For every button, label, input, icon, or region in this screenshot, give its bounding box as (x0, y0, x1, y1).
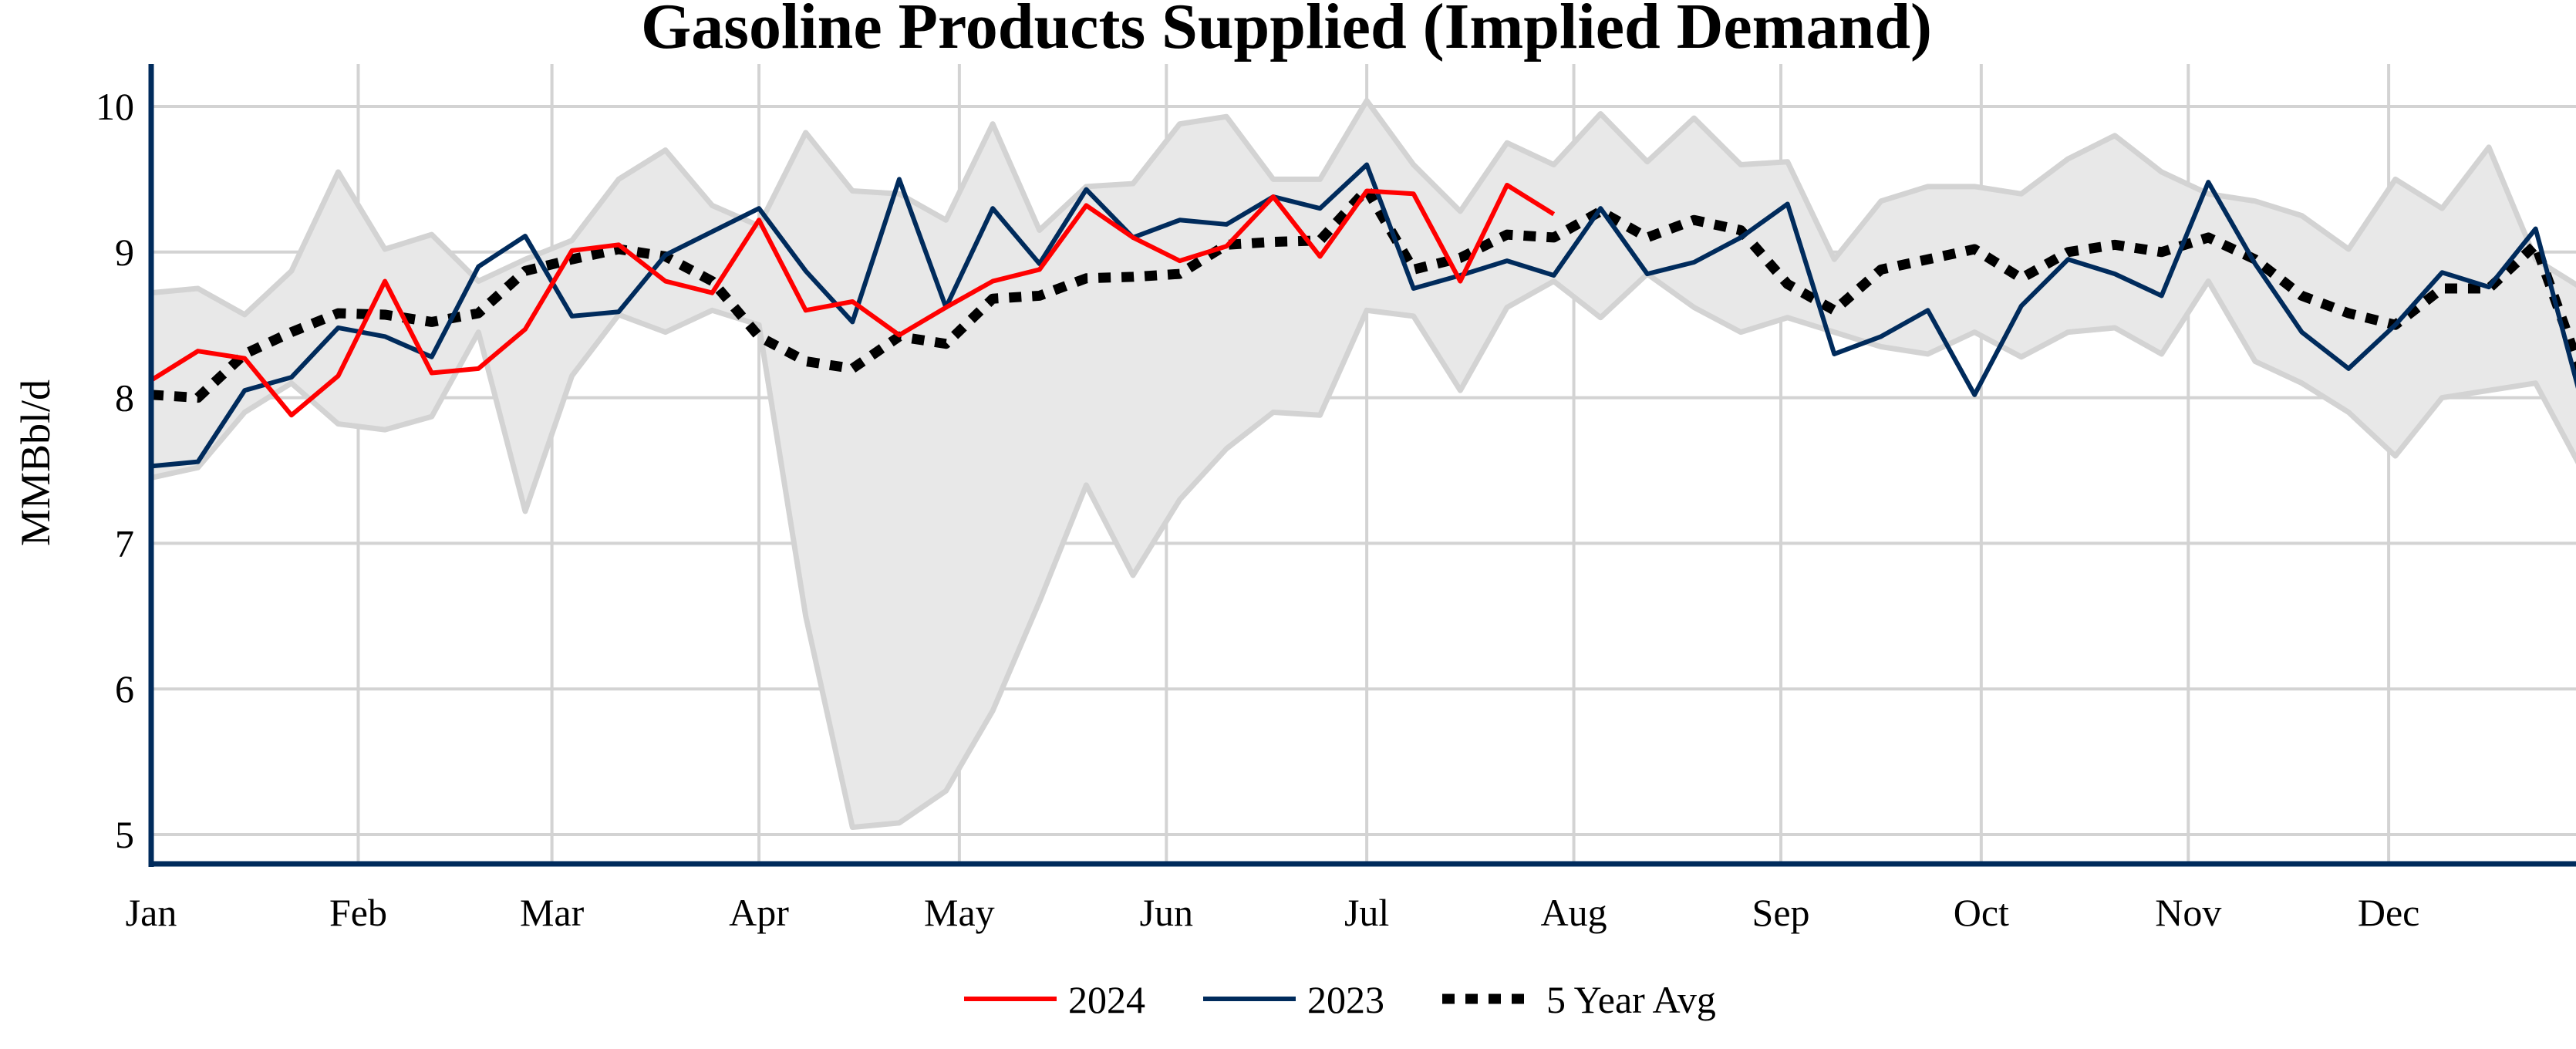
x-tick-label: May (924, 891, 995, 934)
x-tick-label: Dec (2358, 891, 2420, 934)
chart-title: Gasoline Products Supplied (Implied Dema… (641, 0, 1932, 62)
x-tick-label: Sep (1752, 891, 1810, 934)
y-axis-label: MMBbl/d (12, 379, 59, 546)
y-tick-label: 9 (115, 231, 134, 274)
legend-label: 2023 (1307, 978, 1384, 1021)
series-line-2024 (150, 182, 1556, 418)
range-max-line (150, 97, 2576, 318)
x-tick-label: Jan (126, 891, 177, 934)
y-tick-label: 5 (115, 813, 134, 856)
range-band (150, 97, 2576, 831)
series-line-2023 (150, 162, 2576, 469)
x-tick-label: Nov (2155, 891, 2221, 934)
x-tick-label: Mar (520, 891, 585, 934)
x-tick-label: Jul (1344, 891, 1389, 934)
tick-labels: 5 6 7 8 9 10 Jan Feb Mar Apr May Jun Jul Aug Sep Oct Nov… (96, 85, 2419, 934)
series-lines (150, 162, 2576, 469)
x-tick-label: Oct (1954, 891, 2009, 934)
range-min-line (150, 271, 2576, 831)
legend: 2024 2023 5 Year Avg (964, 978, 1716, 1021)
y-tick-label: 6 (115, 667, 134, 710)
range-band-fill (151, 100, 2576, 828)
axes (148, 64, 2576, 867)
legend-label: 5 Year Avg (1546, 978, 1716, 1021)
x-tick-label: Jun (1140, 891, 1193, 934)
x-tick-label: Apr (729, 891, 789, 934)
y-tick-label: 8 (115, 376, 134, 420)
x-tick-label: Aug (1541, 891, 1607, 934)
legend-label: 2024 (1068, 978, 1145, 1021)
series-line-5-year-avg (150, 184, 2576, 403)
y-tick-label: 10 (96, 85, 134, 128)
x-tick-label: Feb (329, 891, 387, 934)
y-tick-label: 7 (115, 521, 134, 565)
